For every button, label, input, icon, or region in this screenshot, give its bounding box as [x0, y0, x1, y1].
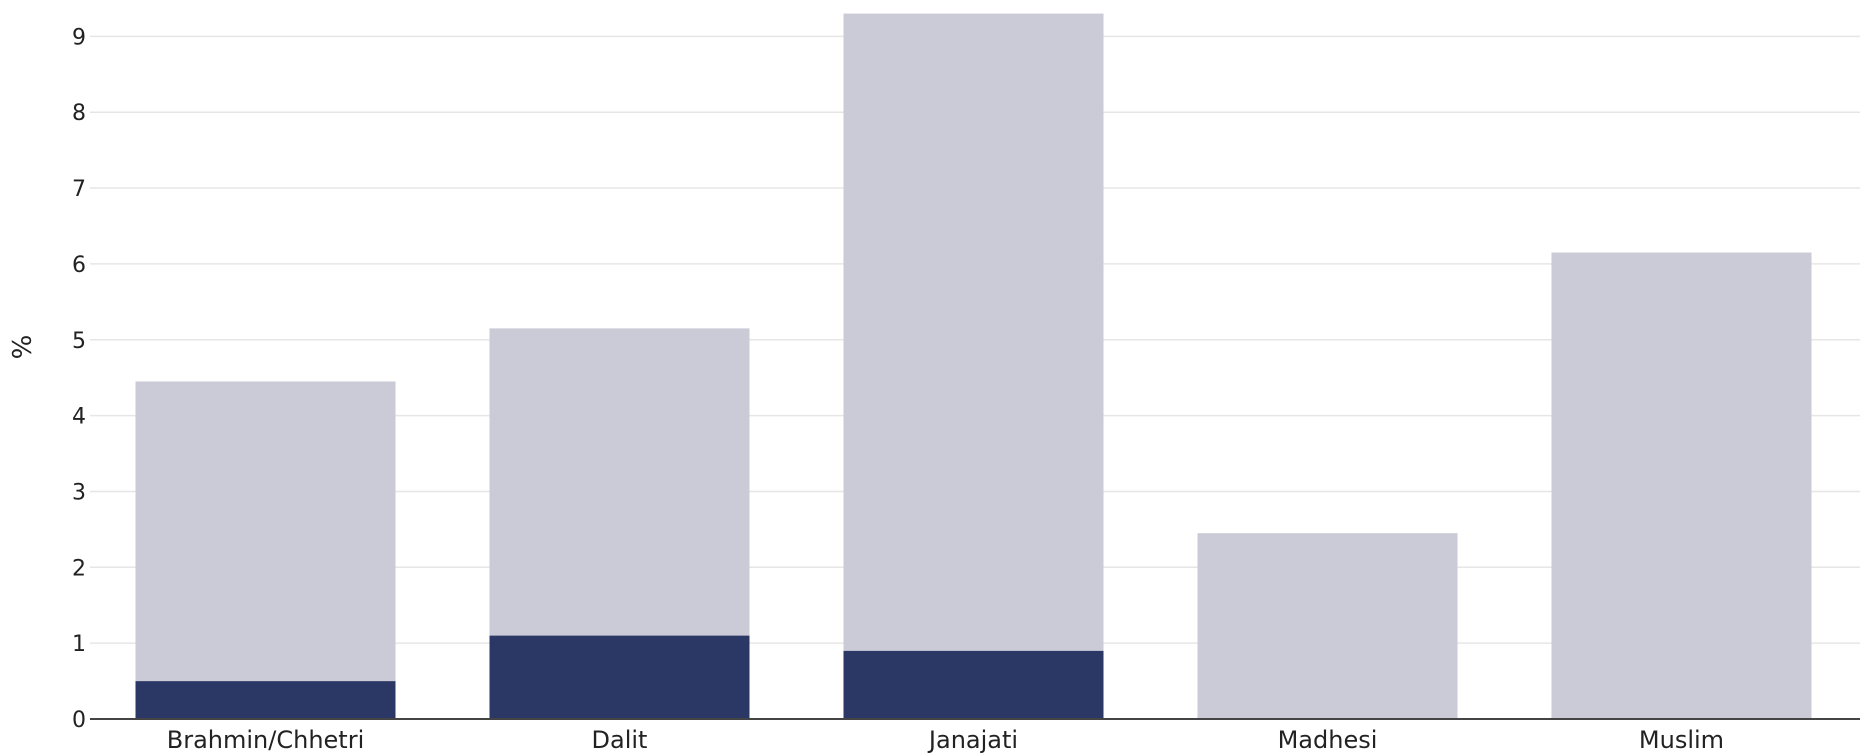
- bars: [135, 13, 1812, 719]
- axes: 0 1 2 3 4 5 6 7 8 9 Brahmin/Chhetri Dalit Janajati Ma…: [72, 25, 1860, 753]
- y-axis-title: %: [8, 335, 38, 360]
- bar-brahmin-chhetri-segment-0: [135, 681, 396, 719]
- bar-janajati-segment-1: [843, 13, 1104, 651]
- y-tick-label-3: 3: [72, 480, 86, 505]
- bar-dalit-segment-1: [489, 328, 750, 636]
- bar-muslim-segment-1: [1551, 252, 1812, 719]
- x-tick-label-muslim: Muslim: [1639, 726, 1724, 753]
- x-tick-label-madhesi: Madhesi: [1278, 726, 1378, 753]
- x-tick-label-dalit: Dalit: [592, 726, 648, 753]
- y-tick-label-4: 4: [72, 405, 86, 430]
- y-tick-label-6: 6: [72, 253, 86, 278]
- y-tick-label-9: 9: [72, 25, 86, 50]
- bar-janajati-segment-0: [843, 650, 1104, 719]
- y-tick-label-7: 7: [72, 177, 86, 202]
- bar-brahmin-chhetri-segment-1: [135, 381, 396, 682]
- y-tick-label-0: 0: [72, 708, 86, 733]
- x-tick-label-janajati: Janajati: [927, 726, 1018, 753]
- bar-madhesi-segment-1: [1197, 533, 1458, 719]
- y-tick-label-5: 5: [72, 329, 86, 354]
- y-tick-label-8: 8: [72, 101, 86, 126]
- y-tick-label-2: 2: [72, 556, 86, 581]
- x-tick-label-brahmin-chhetri: Brahmin/Chhetri: [167, 726, 364, 753]
- y-tick-label-1: 1: [72, 632, 86, 657]
- bar-dalit-segment-0: [489, 635, 750, 719]
